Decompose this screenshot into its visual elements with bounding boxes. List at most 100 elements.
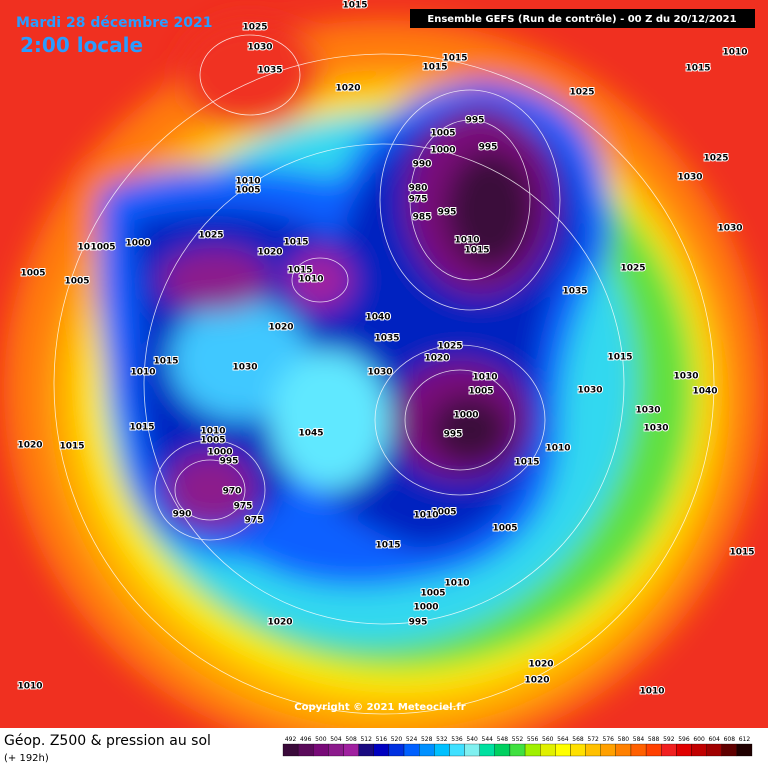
pressure-label: 1020 xyxy=(257,248,282,258)
legend-label: 612 xyxy=(739,736,751,743)
map-time: 2:00 locale xyxy=(20,33,143,57)
pressure-label: 1010 xyxy=(454,236,479,246)
pressure-label: 995 xyxy=(409,618,428,628)
pressure-label: 1025 xyxy=(703,154,728,164)
pressure-label: 975 xyxy=(409,195,428,205)
pressure-label: 1045 xyxy=(298,429,323,439)
pressure-label: 970 xyxy=(223,487,242,497)
legend-swatch xyxy=(524,743,541,757)
legend-label: 596 xyxy=(678,736,690,743)
pressure-label: 1040 xyxy=(365,313,390,323)
copyright: Copyright © 2021 Meteociel.fr xyxy=(294,702,465,713)
legend-swatch xyxy=(585,743,601,757)
pressure-label: 975 xyxy=(234,502,253,512)
legend-swatch xyxy=(540,743,556,757)
legend-swatch xyxy=(494,743,511,757)
pressure-label: 1005 xyxy=(430,129,455,139)
legend-swatch xyxy=(509,743,526,757)
legend-swatch xyxy=(615,743,632,757)
legend-swatch xyxy=(297,743,314,757)
pressure-label: 1030 xyxy=(577,386,602,396)
legend-swatch xyxy=(282,743,299,757)
legend-swatch xyxy=(373,743,390,757)
pressure-label: 1015 xyxy=(685,64,710,74)
legend-swatch xyxy=(570,743,586,757)
legend-label: 496 xyxy=(300,736,312,743)
pressure-label: 995 xyxy=(479,143,498,153)
pressure-label: 1040 xyxy=(692,387,717,397)
legend-label: 556 xyxy=(527,736,539,743)
legend-swatch xyxy=(721,743,738,757)
legend-label: 508 xyxy=(345,736,357,743)
pressure-label: 1010 xyxy=(130,368,155,378)
pressure-label: 995 xyxy=(444,430,463,440)
legend-swatch xyxy=(479,743,495,757)
legend-swatch xyxy=(388,743,405,757)
legend-swatch xyxy=(600,743,616,757)
pressure-label: 1000 xyxy=(413,603,438,613)
pressure-label: 1020 xyxy=(424,354,449,364)
legend-swatch xyxy=(736,743,753,757)
legend-label: 548 xyxy=(497,736,509,743)
legend-label: 540 xyxy=(466,736,478,743)
legend-label: 564 xyxy=(557,736,569,743)
pressure-label: 1005 xyxy=(492,524,517,534)
legend-swatch xyxy=(419,743,435,757)
legend-label: 544 xyxy=(482,736,494,743)
pressure-label: 1010 xyxy=(17,682,42,692)
legend-label: 536 xyxy=(451,736,463,743)
pressure-label: 1025 xyxy=(437,342,462,352)
pressure-label: 1005 xyxy=(90,243,115,253)
pressure-label: 1030 xyxy=(677,173,702,183)
pressure-label: 1005 xyxy=(20,269,45,279)
pressure-label: 1010 xyxy=(200,427,225,437)
pressure-label: 1005 xyxy=(200,436,225,446)
legend-label: 492 xyxy=(285,736,297,743)
legend-label: 532 xyxy=(436,736,448,743)
pressure-label: 1010 xyxy=(413,511,438,521)
pressure-label: 1035 xyxy=(257,66,282,76)
pressure-label: 1015 xyxy=(442,54,467,64)
legend-label: 604 xyxy=(708,736,720,743)
pressure-label: 1030 xyxy=(232,363,257,373)
legend-swatch xyxy=(555,743,571,757)
pressure-label: 1020 xyxy=(335,84,360,94)
legend-swatch xyxy=(691,743,707,757)
legend-swatch xyxy=(706,743,722,757)
pressure-label: 1010 xyxy=(472,373,497,383)
isobars xyxy=(53,34,715,715)
model-run: Ensemble GEFS (Run de contrôle) - 00 Z d… xyxy=(427,13,736,25)
legend-label: 580 xyxy=(618,736,630,743)
pressure-label: 1010 xyxy=(722,48,747,58)
pressure-label: 1015 xyxy=(422,63,447,73)
pressure-label: 1005 xyxy=(468,387,493,397)
model-banner xyxy=(410,9,755,28)
legend-label: 568 xyxy=(572,736,584,743)
pressure-label: 990 xyxy=(413,160,432,170)
pressure-label: 1015 xyxy=(464,246,489,256)
pressure-label: 1010 xyxy=(298,275,323,285)
pressure-label: 1005 xyxy=(64,277,89,287)
pressure-label: 1020 xyxy=(528,660,553,670)
pressure-label: 975 xyxy=(245,516,264,526)
pressure-label: 1010 xyxy=(545,444,570,454)
pressure-label: 1030 xyxy=(717,224,742,234)
legend-label: 608 xyxy=(724,736,736,743)
pressure-label: 1020 xyxy=(17,441,42,451)
colorbar: 492 496 500 504 508 512 516 520 524 528 532 536 540 5… xyxy=(282,736,753,757)
pressure-label: 1005 xyxy=(235,186,260,196)
footer-title: Géop. Z500 & pression au sol xyxy=(4,733,211,749)
pressure-label: 1015 xyxy=(283,238,308,248)
legend-swatch xyxy=(630,743,647,757)
pressure-label: 1020 xyxy=(524,676,549,686)
pressure-labels: 1015102510301035102010151015102510101015… xyxy=(16,0,755,698)
pressure-label: 1005 xyxy=(420,589,445,599)
legend-swatch xyxy=(328,743,344,757)
pressure-label: 1000 xyxy=(453,411,478,421)
pressure-label: 1015 xyxy=(607,353,632,363)
legend-label: 520 xyxy=(391,736,403,743)
pressure-label: 1015 xyxy=(375,541,400,551)
legend-label: 600 xyxy=(693,736,705,743)
pressure-label: 1035 xyxy=(374,334,399,344)
